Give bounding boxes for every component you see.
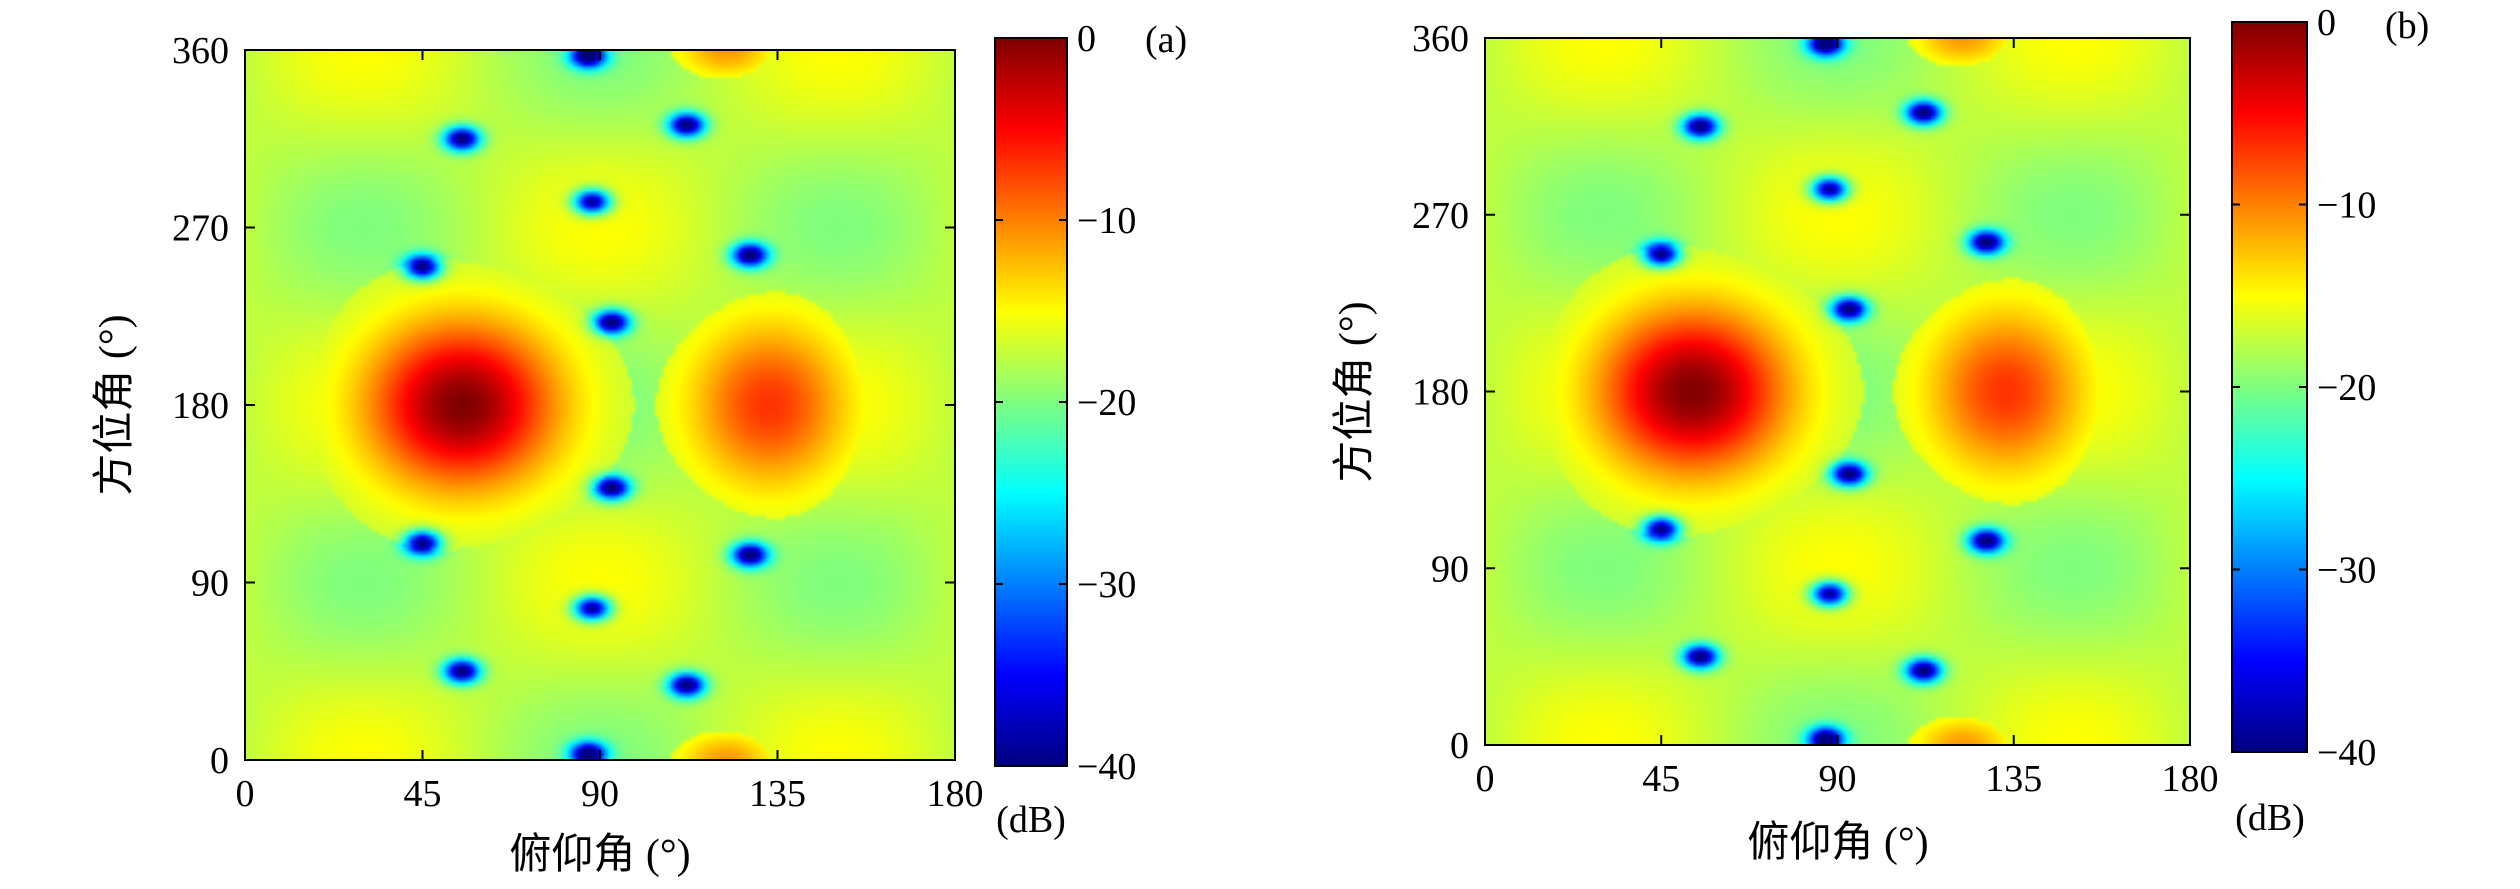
y-tick-label: 0 (1450, 725, 1469, 767)
x-axis-a: 0 45 90 135 180 (236, 50, 984, 815)
y-axis-label-b: 方位角 (°) (1331, 301, 1378, 482)
y-axis-b: 0 90 180 270 360 (1412, 18, 2190, 767)
x-axis-b: 0 45 90 135 180 (1476, 38, 2219, 800)
y-tick-label: 270 (1412, 195, 1469, 237)
colorbar-tick-label: −30 (1077, 564, 1136, 606)
x-tick-label: 90 (1819, 758, 1857, 800)
panel-label-a: (a) (1145, 19, 1187, 61)
colorbar-tick-label: −40 (1077, 746, 1136, 788)
colorbar-b (2231, 21, 2308, 753)
x-tick-label: 135 (1985, 758, 2042, 800)
x-tick-label: 135 (749, 773, 806, 815)
heatmap-b (1485, 38, 2190, 745)
colorbar-tick-label: −30 (2317, 550, 2376, 592)
panel-b: 0 45 90 135 180 0 90 180 270 360 俯仰角 (°) 方位角 (°)… (1331, 2, 2429, 866)
heatmap-a (245, 50, 955, 760)
x-tick-label: 180 (927, 773, 984, 815)
y-tick-label: 180 (172, 385, 229, 427)
y-axis-label-a: 方位角 (°) (91, 314, 138, 495)
x-tick-label: 90 (581, 773, 619, 815)
x-tick-label: 0 (1476, 758, 1495, 800)
x-axis-label-a: 俯仰角 (°) (509, 831, 690, 878)
colorbar-tick-label: −40 (2317, 732, 2376, 774)
colorbar-tick-label: −10 (2317, 185, 2376, 227)
y-tick-label: 360 (1412, 18, 1469, 60)
colorbar-ticks-a: 0 −10 −20 −30 −40 (995, 18, 1136, 788)
colorbar-tick-label: 0 (1077, 18, 1096, 60)
colorbar-tick-label: −10 (1077, 200, 1136, 242)
y-tick-label: 90 (191, 563, 229, 605)
y-tick-label: 180 (1412, 372, 1469, 414)
panel-a: 0 45 90 135 180 0 90 180 270 360 俯仰角 (°) 方位角 (°)… (91, 18, 1187, 878)
y-tick-label: 90 (1431, 548, 1469, 590)
x-axis-label-b: 俯仰角 (°) (1747, 819, 1928, 866)
colorbar-unit-b: (dB) (2235, 797, 2305, 839)
y-axis-a: 0 90 180 270 360 (172, 30, 955, 782)
y-tick-label: 270 (172, 208, 229, 250)
colorbar-tick-label: −20 (1077, 382, 1136, 424)
y-tick-label: 0 (210, 740, 229, 782)
x-tick-label: 0 (236, 773, 255, 815)
x-tick-label: 45 (404, 773, 442, 815)
x-tick-label: 180 (2162, 758, 2219, 800)
panel-label-b: (b) (2385, 5, 2429, 47)
colorbar-tick-label: −20 (2317, 367, 2376, 409)
colorbar-ticks-b: 0 −10 −20 −30 −40 (2232, 2, 2376, 774)
colorbar-unit-a: (dB) (996, 799, 1066, 841)
colorbar-a (994, 37, 1068, 767)
x-tick-label: 45 (1642, 758, 1680, 800)
colorbar-tick-label: 0 (2317, 2, 2336, 44)
y-tick-label: 360 (172, 30, 229, 72)
